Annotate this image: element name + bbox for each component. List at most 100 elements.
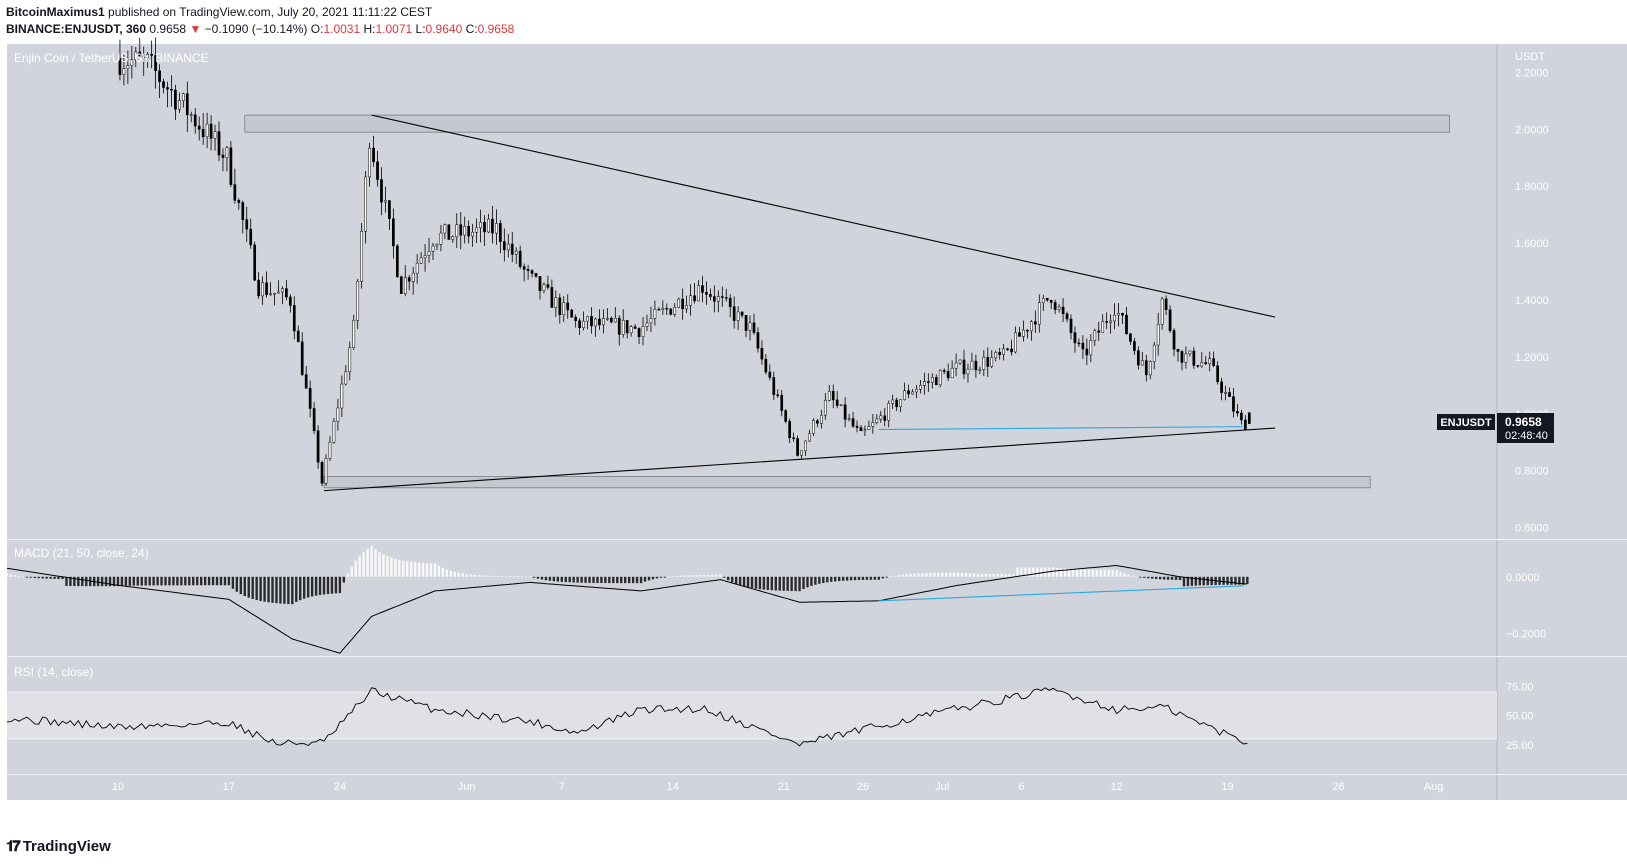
candle-body [633,326,637,329]
candle-body [201,129,205,138]
candle-body [863,429,867,432]
candle-body [954,362,958,369]
candle-body [800,450,803,456]
macd-histogram-bar [869,576,873,580]
candle-body [637,328,641,337]
macd-histogram-bar [730,576,734,583]
macd-histogram-bar [770,576,774,591]
macd-histogram-bar [758,576,762,590]
candle-body [831,391,835,401]
candle-body [499,223,502,242]
macd-histogram-bar [402,560,405,577]
change-arrow: ▼ [189,22,202,36]
candle-body [320,462,324,484]
candle-body [249,228,253,246]
macd-histogram-bar [299,576,302,601]
macd-histogram-bar [342,576,346,583]
candle-body [185,93,189,116]
candle-body [994,352,998,359]
candle-body [423,255,427,259]
macd-histogram-bar [750,576,754,589]
macd-histogram-bar [1170,576,1174,580]
candle-body [356,280,360,321]
candle-body [491,218,494,234]
candle-body [938,370,942,386]
macd-histogram-bar [893,575,896,577]
candle-body [887,403,891,421]
candle-body [843,404,847,420]
macd-histogram-bar [330,576,334,594]
macd-histogram-bar [972,573,976,577]
macd-histogram-bar [493,575,496,577]
candle-body [340,383,344,409]
candle-body [403,277,407,294]
candle-body [958,359,962,364]
macd-histogram-bar [818,576,821,584]
time-tick-label: 26 [1332,781,1344,793]
candle-body [467,226,471,237]
macd-histogram-bar [100,576,104,587]
macd-histogram-bar [663,576,667,578]
candle-body [1014,332,1017,353]
candle-body [1006,348,1009,351]
macd-histogram-bar [1194,576,1198,586]
candle-body [245,219,249,230]
macd-histogram-bar [1115,569,1118,577]
candle-body [189,114,193,116]
candle-body [332,421,336,443]
macd-histogram-bar [104,576,108,587]
candle-body [586,316,589,322]
candle-body [1097,330,1101,333]
candle-body [713,296,716,302]
macd-histogram-bar [659,576,663,578]
candle-body [823,399,827,416]
macd-histogram-bar [425,563,429,577]
candle-body [316,430,320,463]
macd-histogram-bar [326,576,330,595]
candle-body [1228,392,1231,397]
candle-body [209,123,213,139]
macd-histogram-bar [921,573,924,577]
macd-histogram-bar [164,576,167,586]
macd-histogram-bar [516,576,520,578]
author-name[interactable]: BitcoinMaximus1 [6,5,105,19]
candle-body [411,272,415,282]
candle-body [300,341,304,375]
macd-histogram-bar [1016,567,1019,577]
rsi-tick-label: 25.00 [1506,740,1534,752]
candle-body [1053,302,1057,310]
candle-body [1172,330,1176,350]
macd-histogram-bar [667,576,670,578]
candle-body [324,458,328,484]
macd-histogram-bar [524,576,528,578]
macd-histogram-bar [691,575,694,577]
candle-body [796,438,799,456]
price-axis-bg [1497,44,1627,774]
macd-histogram-bar [1210,576,1213,586]
candle-body [693,295,696,302]
macd-histogram-bar [1155,576,1158,579]
candle-body [1109,320,1112,323]
macd-histogram-bar [1040,567,1043,577]
macd-histogram-bar [1008,574,1011,577]
candle-body [487,218,490,233]
candle-body [720,296,724,298]
candle-body [1212,358,1216,366]
macd-histogram-bar [469,574,472,577]
macd-histogram-bar [73,576,76,587]
candle-body [570,309,574,318]
candle-body [415,263,419,274]
candle-body [1184,353,1188,363]
candle-body [1144,360,1148,376]
candle-body [998,352,1002,355]
candle-body [447,224,451,240]
tradingview-logo[interactable]: 𝟏𝟕 TradingView [6,838,111,855]
macd-histogram-bar [556,576,560,582]
macd-histogram-bar [1143,576,1146,578]
macd-histogram-bar [410,561,413,577]
pane-title: Enjin Coin / TetherUS, 6h, BINANCE [14,51,209,65]
macd-histogram-bar [635,576,639,584]
macd-histogram-bar [85,576,88,587]
macd-histogram-bar [485,575,488,577]
